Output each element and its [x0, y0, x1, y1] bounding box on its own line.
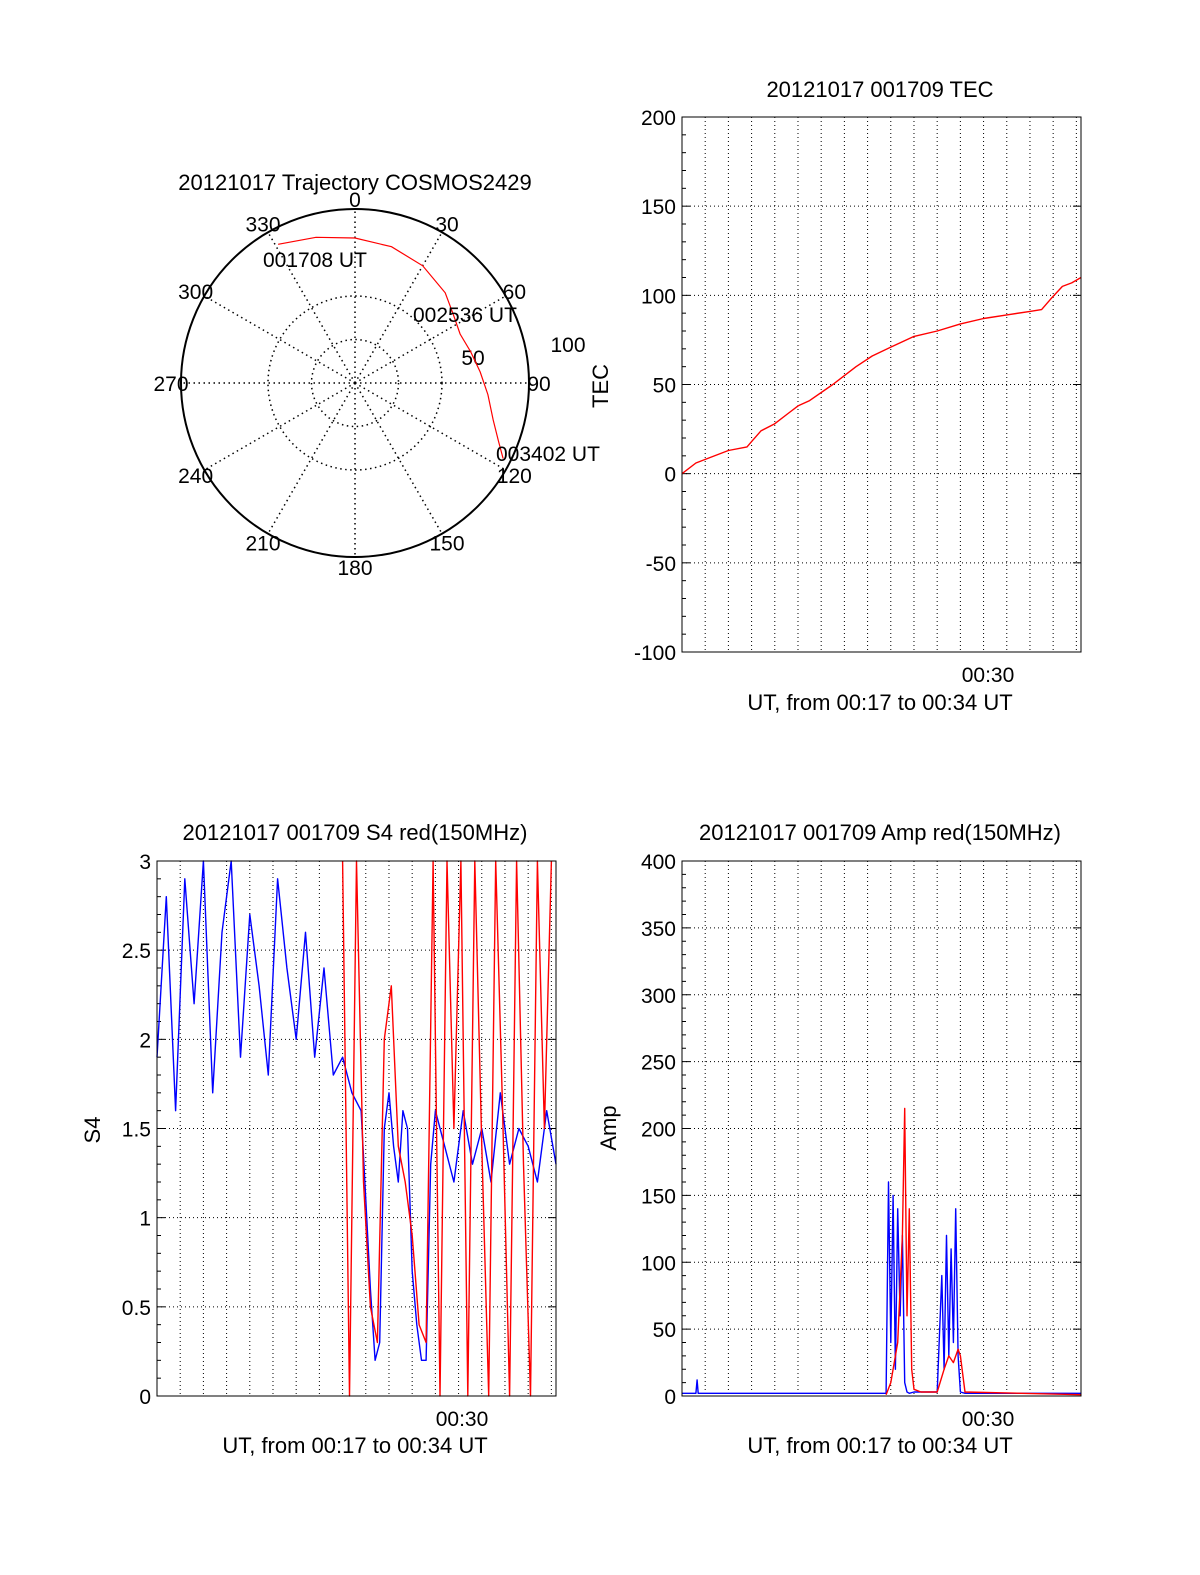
polar-angle-label: 270: [153, 373, 188, 396]
s4-series: [156, 860, 557, 1397]
y-tick-label: 350: [641, 918, 676, 941]
y-tick-label: -100: [634, 642, 676, 665]
s4-x-axis-label: UT, from 00:17 to 00:34 UT: [222, 1433, 487, 1458]
y-tick-label: 50: [653, 375, 676, 398]
y-tick-label: 1.5: [122, 1119, 151, 1142]
y-tick-label: 150: [641, 1185, 676, 1208]
y-tick-label: 2: [139, 1029, 151, 1052]
polar-spoke: [267, 382, 356, 535]
amp-frame: [681, 860, 1082, 1397]
s4-y-tick-labels: 3 2.5 2 1.5 1 0.5 0: [122, 851, 151, 1409]
polar-annotation-mid: 002536 UT: [413, 304, 517, 327]
polar-spoke: [354, 295, 507, 384]
s4-frame: [156, 860, 557, 1397]
polar-angle-label: 210: [245, 532, 280, 555]
y-tick-label: 400: [641, 851, 676, 874]
y-tick-label: 250: [641, 1052, 676, 1075]
polar-angle-label: 90: [527, 373, 550, 396]
amp-title: 20121017 001709 Amp red(150MHz): [699, 820, 1061, 845]
y-tick-label: 0: [664, 1386, 676, 1409]
polar-angle-label: 60: [503, 281, 526, 304]
series-line-blue: [682, 1181, 1081, 1394]
polar-ring-1: [310, 338, 400, 428]
y-tick-label: 2.5: [122, 940, 151, 963]
polar-radius-label-100: 100: [550, 334, 585, 357]
y-tick-label: 0: [664, 464, 676, 487]
polar-angle-label: 30: [435, 214, 458, 237]
polar-angle-label: 150: [429, 532, 464, 555]
tec-grid: [682, 116, 1081, 653]
amp-plot: 20121017 001709 Amp red(150MHz) 400 350 30…: [596, 820, 1082, 1458]
y-tick-label: 0: [139, 1386, 151, 1409]
polar-radius-label-50: 50: [461, 347, 484, 370]
tec-x-axis-label: UT, from 00:17 to 00:34 UT: [747, 690, 1012, 715]
polar-outer-circle: [180, 208, 530, 558]
s4-y-axis-label: S4: [80, 1117, 105, 1144]
polar-angle-labels: 0 30 60 90 120 150 180 210 240 270 300 330: [153, 189, 550, 580]
polar-trajectory-plot: 20121017 Trajectory COSMOS2429 0 30 60 90 12…: [153, 170, 600, 580]
amp-grid: [682, 860, 1081, 1397]
polar-trajectory-line: [277, 236, 504, 459]
tec-x-tick-label: 00:30: [962, 664, 1015, 687]
tec-series: [681, 276, 1082, 475]
y-tick-label: 150: [641, 196, 676, 219]
y-tick-label: 1: [139, 1208, 151, 1231]
s4-plot: 20121017 001709 S4 red(150MHz) 3 2.5 2 1.5 1…: [80, 820, 557, 1458]
y-tick-label: 300: [641, 985, 676, 1008]
series-line-blue: [156, 860, 557, 1361]
polar-annotation-start: 001708 UT: [263, 249, 367, 272]
polar-angle-label: 300: [178, 281, 213, 304]
y-tick-label: -50: [646, 553, 676, 576]
polar-spoke: [267, 231, 356, 384]
tec-title: 20121017 001709 TEC: [766, 77, 993, 102]
series-line-red: [681, 276, 1082, 475]
polar-angle-label: 0: [349, 189, 361, 212]
polar-angle-label: 120: [497, 465, 532, 488]
amp-y-tick-labels: 400 350 300 250 200 150 100 50 0: [641, 851, 676, 1409]
polar-title: 20121017 Trajectory COSMOS2429: [178, 170, 531, 195]
polar-annotation-end: 003402 UT: [496, 443, 600, 466]
polar-ring-0: [267, 295, 443, 471]
polar-angle-label: 330: [245, 214, 280, 237]
tec-frame: [681, 116, 1082, 653]
y-tick-label: 100: [641, 1252, 676, 1275]
y-tick-label: 0.5: [122, 1297, 151, 1320]
tec-plot: 20121017 001709 TEC 200150100500-50-100 …: [588, 77, 1082, 715]
polar-spoke: [354, 382, 507, 471]
y-tick-label: 100: [641, 285, 676, 308]
tec-y-axis-label: TEC: [588, 364, 613, 408]
amp-y-axis-label: Amp: [596, 1105, 621, 1150]
tec-y-tick-labels: 200 150 100 50 0 -50 -100: [634, 107, 676, 665]
y-tick-label: 200: [641, 1119, 676, 1142]
polar-spoke: [203, 295, 356, 384]
polar-angle-label: 180: [337, 557, 372, 580]
y-tick-label: 200: [641, 107, 676, 130]
amp-x-axis-label: UT, from 00:17 to 00:34 UT: [747, 1433, 1012, 1458]
y-tick-label: 3: [139, 851, 151, 874]
y-tick-label: 50: [653, 1319, 676, 1342]
polar-spoke: [203, 382, 356, 471]
s4-x-tick-label: 00:30: [436, 1408, 489, 1431]
polar-spoke: [354, 382, 443, 535]
amp-series: [682, 1107, 1082, 1396]
amp-x-tick-label: 00:30: [962, 1408, 1015, 1431]
series-line-red: [885, 1107, 1082, 1396]
polar-spoke: [354, 231, 443, 384]
polar-angle-label: 240: [178, 465, 213, 488]
s4-title: 20121017 001709 S4 red(150MHz): [183, 820, 528, 845]
